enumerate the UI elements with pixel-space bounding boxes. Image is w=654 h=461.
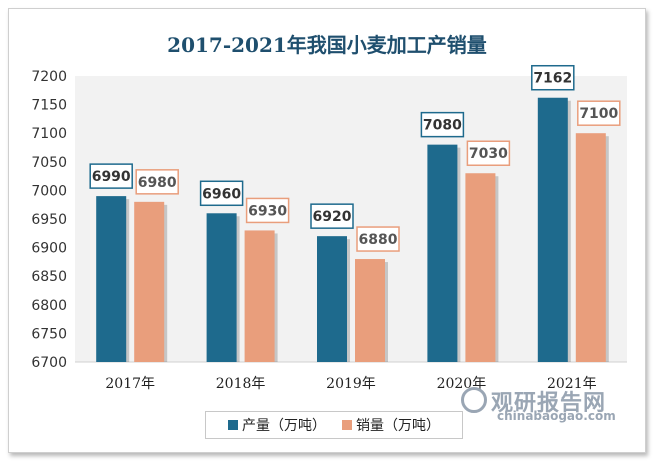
x-tick-label: 2019年	[326, 376, 376, 392]
data-label: 7100	[579, 106, 618, 122]
legend-label-production: 产量（万吨）	[242, 418, 326, 434]
data-label: 6990	[92, 169, 131, 185]
data-label: 7162	[533, 71, 572, 87]
data-label: 7030	[469, 146, 508, 162]
x-tick-label: 2017年	[105, 376, 155, 392]
y-tick-label: 6700	[31, 355, 67, 371]
data-label-box	[89, 163, 133, 189]
bar-sales	[575, 133, 606, 362]
data-label-box	[531, 64, 575, 91]
data-label-box	[420, 111, 465, 138]
data-label-box	[135, 169, 179, 195]
bar-production	[537, 97, 568, 363]
bar-chart: 6700 6750 6800 6850 6900 6950 7000 7050 7100 7150…	[31, 64, 627, 392]
legend-item-production: 产量（万吨）	[228, 415, 326, 435]
x-tick-label: 2018年	[216, 376, 266, 392]
bar-production	[206, 213, 237, 362]
chart-title: 2017-2021年我国小麦加工产销量	[167, 33, 487, 57]
data-label-box	[466, 140, 511, 166]
chart-frame: 2017-2021年我国小麦加工产销量 6700 6750 6800 6850 6900…	[8, 8, 646, 453]
data-label-box	[245, 197, 290, 224]
bar-sales	[465, 173, 496, 362]
data-label-box	[310, 203, 354, 229]
data-label-box	[577, 100, 621, 126]
bar-production	[427, 144, 458, 362]
y-tick-label: 6750	[31, 326, 67, 342]
legend-swatch-sales	[342, 420, 352, 430]
watermark: 观研报告网 chinabaogao.com	[461, 385, 651, 425]
legend-item-sales: 销量（万吨）	[342, 415, 440, 435]
y-tick-label: 7050	[31, 155, 67, 171]
x-tick-label: 2021年	[547, 376, 597, 392]
data-label: 6920	[313, 209, 352, 225]
legend-label-sales: 销量（万吨）	[356, 418, 440, 434]
bar-sales	[134, 201, 165, 362]
data-label: 6880	[359, 232, 398, 248]
y-tick-label: 7100	[31, 126, 67, 142]
legend-swatch-production	[228, 420, 238, 430]
bar-sales	[355, 259, 385, 362]
data-label: 6980	[138, 175, 177, 191]
data-label: 7080	[423, 118, 462, 134]
data-label-box	[356, 226, 400, 252]
bar-production	[317, 236, 347, 362]
bar-production	[96, 196, 127, 362]
y-tick-label: 7150	[31, 98, 67, 114]
data-label: 6930	[248, 203, 287, 219]
chart-legend: 产量（万吨） 销量（万吨）	[205, 411, 463, 439]
bar-sales	[244, 230, 275, 362]
watermark-name: 观研报告网	[491, 391, 607, 416]
data-label: 6960	[202, 186, 241, 202]
y-tick-label: 6950	[31, 212, 67, 228]
watermark-logo-icon	[461, 387, 487, 413]
y-tick-label: 7200	[31, 69, 67, 85]
y-tick-label: 6900	[31, 241, 67, 257]
data-label-box	[199, 180, 244, 207]
y-tick-label: 6800	[31, 298, 67, 314]
y-tick-label: 6850	[31, 269, 67, 285]
y-tick-label: 7000	[31, 183, 67, 199]
watermark-url: chinabaogao.com	[497, 409, 616, 423]
